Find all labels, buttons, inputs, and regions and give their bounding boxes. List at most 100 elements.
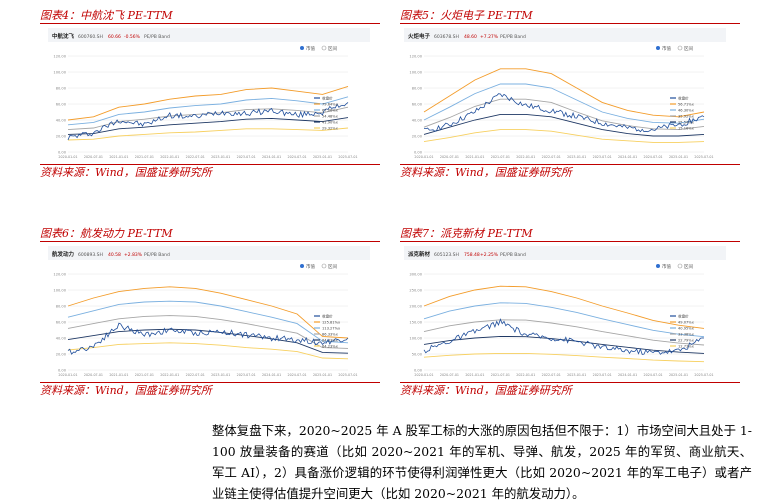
x-tick-label: 2022-07-01 [186,373,205,377]
stock-code: 605123.SH [434,252,459,258]
toggle-label: 市值 [306,263,315,270]
band-line [423,68,705,118]
x-tick-label: 2021-01-01 [465,155,484,159]
x-tick-label: 2024-01-01 [262,155,281,159]
figure-source: 资料来源：Wind，国盛证券研究所 [40,382,380,398]
toggle-dot [300,264,304,268]
legend-label: 40.95%x [678,327,695,331]
stock-price: 48.60 [464,34,477,40]
price-line [423,318,705,355]
band-line [423,335,705,354]
stock-change: +2.25% [480,252,499,258]
y-tick-label: 40.00 [56,337,67,341]
chart-header-bg [48,28,370,42]
band-line [67,85,349,121]
band-line [67,315,349,349]
x-tick-label: 2022-01-01 [160,373,179,377]
x-tick-label: 2023-07-01 [237,373,256,377]
price-line [67,322,349,355]
stock-price: 60.66 [108,34,121,40]
toggle-label: 市值 [662,45,671,52]
stock-price: 758.48 [464,252,480,258]
stock-code: 600760.SH [78,34,103,40]
x-tick-label: 2020-01-01 [58,155,77,159]
legend-label: 收盘价 [678,96,689,101]
toggle-label: 市值 [306,45,315,52]
price-line [67,102,349,141]
x-tick-label: 2025-07-01 [338,155,357,159]
x-tick-label: 2021-07-01 [135,155,154,159]
figure-title: 图表7：派克新材 PE-TTM [400,226,740,242]
band-line [423,98,705,131]
x-tick-label: 2023-01-01 [211,373,230,377]
legend-label: 35.92%x [678,115,695,119]
stock-change: +2.83% [124,252,143,258]
pe-band-chart: 火炬电子 603678.SH 48.60 +7.27% PE/PB Band 市值 区间 12… [404,28,726,163]
x-tick-label: 2023-01-01 [567,155,586,159]
y-tick-label: 80.00 [56,305,67,309]
y-tick-label: 120.00 [53,55,66,59]
x-tick-label: 2024-07-01 [644,373,663,377]
x-tick-label: 2020-07-01 [440,373,459,377]
band-line [67,96,349,126]
y-tick-label: 250.00 [409,289,422,293]
stock-change: +7.27% [480,34,499,40]
x-tick-label: 2020-07-01 [84,373,103,377]
legend-label: 15.16%x [678,127,695,131]
y-tick-label: 120.00 [53,273,66,277]
x-tick-label: 2021-01-01 [109,373,128,377]
legend-label: 86.33%x [322,333,339,337]
x-tick-label: 2024-01-01 [618,155,637,159]
x-tick-label: 2024-07-01 [288,373,307,377]
figure-source: 资料来源：Wind，国盛证券研究所 [40,164,380,180]
stock-name: 火炬电子 [408,32,431,40]
y-tick-label: 20.00 [56,353,67,357]
metric-label: PE/PB Band [144,34,170,40]
chart-header-bg [404,28,726,42]
x-tick-label: 2020-01-01 [58,373,77,377]
band-line [423,285,705,329]
x-tick-label: 2025-01-01 [669,373,688,377]
y-tick-label: 20.00 [56,135,67,139]
x-tick-label: 2023-07-01 [593,155,612,159]
legend-label: 64.23%x [322,345,339,349]
band-line [67,117,349,135]
toggle-dot [656,264,660,268]
toggle-label: 区间 [328,263,337,270]
chart-svg: 火炬电子 603678.SH 48.60 +7.27% PE/PB Band 市值 区间 12… [404,28,726,159]
y-tick-label: 20.00 [412,135,423,139]
x-tick-label: 2021-07-01 [491,155,510,159]
y-tick-label: 80.00 [56,87,67,91]
x-tick-label: 2021-07-01 [135,373,154,377]
x-tick-label: 2022-07-01 [186,155,205,159]
y-tick-label: 100.00 [409,337,422,341]
y-tick-label: 300.00 [409,273,422,277]
band-line [423,83,705,124]
y-tick-label: 60.00 [56,321,67,325]
toggle-label: 市值 [662,263,671,270]
figure-title: 图表6：航发动力 PE-TTM [40,226,380,242]
metric-label: PE/PB Band [144,252,170,258]
metric-label: PE/PB Band [500,34,526,40]
toggle-dot [677,263,683,269]
legend-label: 113.27%x [322,327,341,331]
legend-label: 33.38%x [678,333,695,337]
y-tick-label: 0.00 [414,369,423,373]
chart-svg: 航发动力 600893.SH 40.58 +2.83% PE/PB Band 市值 区间 12… [48,246,370,377]
band-line [423,319,705,346]
legend-label: 49.07%x [678,321,695,325]
x-tick-label: 2023-07-01 [593,373,612,377]
y-tick-label: 100.00 [53,289,66,293]
stock-name: 派克新材 [408,250,431,258]
x-tick-label: 2023-01-01 [211,155,230,159]
band-line [67,328,349,354]
y-tick-label: 120.00 [409,55,422,59]
stock-code: 603678.SH [434,34,459,40]
band-line [423,113,705,137]
stock-change: -0.56% [124,34,141,40]
x-tick-label: 2025-07-01 [694,155,713,159]
band-line [67,106,349,131]
x-tick-label: 2025-07-01 [338,373,357,377]
band-line [67,127,349,141]
stock-name: 航发动力 [52,250,75,258]
